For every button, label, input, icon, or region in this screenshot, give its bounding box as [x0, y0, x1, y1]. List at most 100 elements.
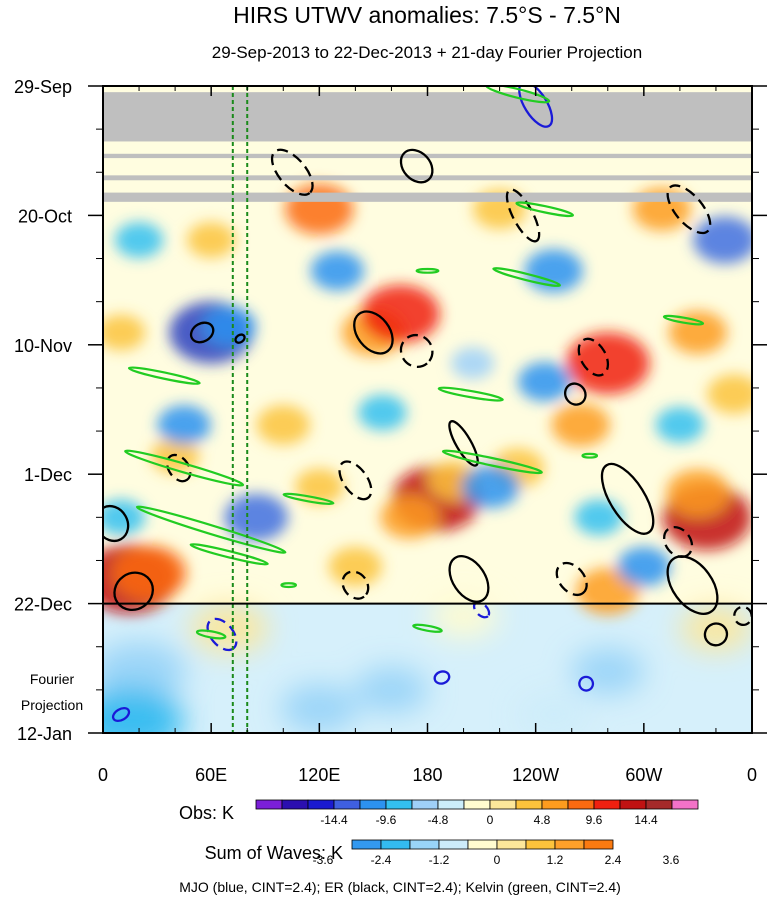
x-tick-label-6: 0	[747, 765, 757, 785]
x-tick-label-4: 120W	[512, 765, 559, 785]
obs-colorbar-swatch-7	[437, 799, 465, 810]
anomaly-blob-23	[310, 251, 365, 291]
er-contour-4	[353, 310, 394, 355]
wave-colorbar-swatch-0	[351, 839, 382, 850]
kelvin-contour-6	[441, 449, 543, 475]
projection-blob-6	[190, 603, 269, 653]
x-tick-label-1: 60E	[195, 765, 227, 785]
anomaly-blob-34	[655, 407, 705, 443]
x-tick-label-5: 60W	[625, 765, 662, 785]
plot-area	[103, 86, 752, 733]
er-contour-2	[505, 188, 541, 243]
obs-colorbar-tick-label-5: 9.6	[586, 813, 603, 827]
obs-colorbar-tick-label-6: 14.4	[634, 813, 658, 827]
wave-colorbar-tick-label-0: -3.6	[313, 853, 334, 867]
er-contour-17	[113, 571, 154, 612]
obs-colorbar-swatch-11	[541, 799, 569, 810]
missing-band-2	[103, 175, 752, 181]
x-tick-label-3: 180	[412, 765, 442, 785]
y-tick-labels: 29-Sep 20-Oct 10-Nov 1-Dec 22-Dec 12-Jan	[14, 77, 72, 744]
kelvin-contour-1	[515, 201, 575, 218]
mjo-contour-1	[433, 670, 451, 685]
er-contour-5	[399, 333, 434, 369]
anomaly-blob-27	[574, 499, 623, 536]
mjo-contour-2	[578, 675, 595, 692]
wave-colorbar: -3.6 -2.4 -1.2 0 1.2 2.4 3.6	[313, 839, 680, 867]
anomaly-blob-31	[693, 216, 752, 264]
er-contour-7	[563, 382, 587, 406]
chart-title: HIRS UTWV anomalies: 7.5°S - 7.5°N	[233, 2, 621, 28]
kelvin-contour-4	[127, 366, 201, 385]
anomaly-blob-22	[224, 493, 288, 541]
anomaly-blob-7	[380, 495, 439, 539]
projection-label-line1: Fourier	[30, 671, 75, 687]
obs-colorbar-tick-label-2: -4.8	[428, 813, 449, 827]
projection-blob-0	[103, 641, 187, 702]
anomaly-blob-37	[707, 374, 752, 414]
chart-subtitle: 29-Sep-2013 to 22-Dec-2013 + 21-day Four…	[212, 43, 642, 62]
er-contour-14	[663, 525, 694, 558]
anomaly-blob-28	[157, 405, 211, 445]
y-tick-label-4: 22-Dec	[14, 595, 72, 615]
wave-colorbar-swatch-3	[438, 839, 469, 850]
wave-colorbar-tick-label-6: 3.6	[663, 853, 680, 867]
obs-colorbar-swatch-16	[671, 799, 699, 810]
projection-field	[103, 594, 752, 733]
anomaly-blob-5	[361, 284, 440, 344]
series-kelvin	[124, 86, 705, 640]
kelvin-contour-12	[581, 452, 599, 459]
er-contour-21	[703, 622, 729, 647]
obs-colorbar-swatch-12	[567, 799, 595, 810]
projection-blob-3	[354, 666, 429, 713]
wave-colorbar-tick-label-5: 2.4	[605, 853, 622, 867]
missing-data-bands	[103, 92, 752, 202]
kelvin-contour-2	[492, 267, 561, 287]
er-contour-11	[338, 460, 373, 501]
anomaly-blob-38	[187, 222, 236, 258]
projection-blob-4	[571, 648, 645, 695]
obs-colorbar-swatch-4	[359, 799, 387, 810]
kelvin-contour-5	[437, 386, 504, 402]
obs-colorbar-swatch-0	[255, 799, 283, 810]
obs-colorbar-swatch-2	[307, 799, 335, 810]
anomaly-blob-20	[328, 546, 383, 587]
anomaly-blob-33	[450, 347, 495, 380]
kelvin-contour-11	[280, 582, 297, 589]
projection-blob-8	[680, 605, 752, 651]
er-contour-9	[234, 333, 246, 344]
er-contour-3	[666, 184, 712, 235]
kelvin-contour-10	[189, 543, 269, 566]
anomaly-blob-10	[551, 403, 610, 447]
anomaly-blob-25	[518, 362, 572, 402]
wave-colorbar-tick-label-3: 0	[494, 853, 501, 867]
obs-colorbar-tick-label-1: -9.6	[376, 813, 397, 827]
missing-band-3	[103, 192, 752, 202]
er-contour-10	[166, 453, 192, 483]
obs-colorbar-swatch-13	[593, 799, 621, 810]
anomaly-blob-3	[202, 306, 256, 347]
wave-colorbar-swatch-8	[583, 839, 614, 850]
er-contour-1	[399, 148, 434, 184]
y-tick-label-2: 10-Nov	[14, 336, 72, 356]
obs-colorbar-swatch-10	[515, 799, 543, 810]
anomaly-blob-16	[256, 405, 310, 445]
axis-ticks	[88, 85, 767, 734]
wave-colorbar-tick-label-4: 1.2	[547, 853, 564, 867]
reference-longitude-lines	[231, 86, 249, 733]
x-tick-label-2: 120E	[298, 765, 340, 785]
er-contour-20	[555, 561, 588, 597]
missing-band-1	[103, 153, 752, 159]
kelvin-contour-3	[662, 314, 705, 326]
obs-colorbar-tick-label-0: -14.4	[320, 813, 348, 827]
obs-colorbar-tick-label-3: 0	[487, 813, 494, 827]
wave-colorbar-swatch-5	[496, 839, 527, 850]
anomaly-blob-35	[103, 314, 146, 351]
obs-colorbar-swatch-8	[463, 799, 491, 810]
obs-colorbar-swatch-3	[333, 799, 361, 810]
kelvin-contour-8	[135, 505, 287, 554]
er-contour-13	[600, 462, 655, 535]
obs-colorbar-swatch-15	[645, 799, 673, 810]
wave-colorbar-swatch-6	[525, 839, 556, 850]
projection-blob-1	[103, 686, 185, 733]
obs-colorbar-swatch-5	[385, 799, 413, 810]
